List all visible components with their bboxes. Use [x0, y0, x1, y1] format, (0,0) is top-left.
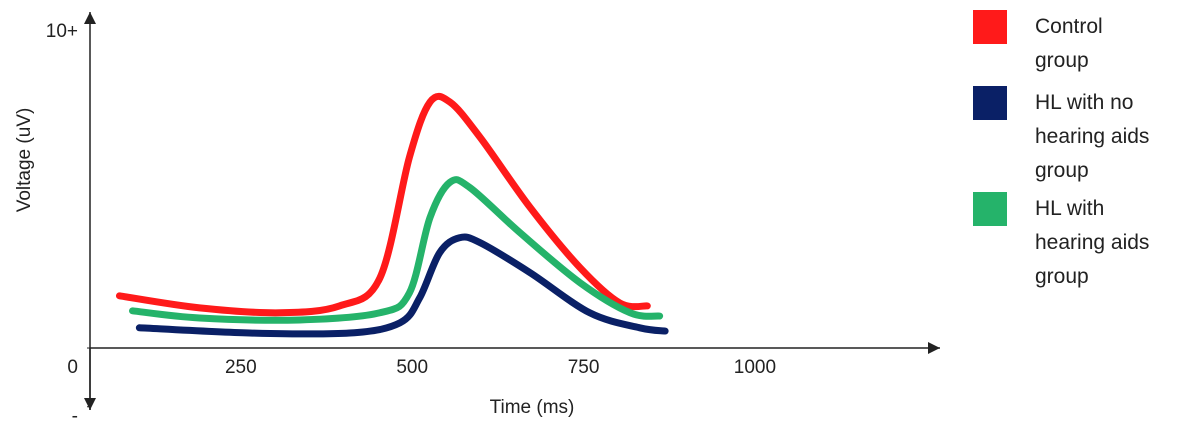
line-series [115, 92, 651, 317]
legend-label: Control group [1035, 15, 1103, 72]
legend-label: HL with hearing aids group [1035, 197, 1150, 288]
legend-swatch [973, 10, 1007, 44]
y-tick-label: 0 [67, 357, 78, 378]
x-tick-label: 250 [225, 357, 257, 378]
legend-swatch [973, 192, 1007, 226]
legend-item: HL with no hearing aids group [973, 86, 1157, 188]
x-axis-title: Time (ms) [490, 397, 575, 418]
legend-swatch [973, 86, 1007, 120]
x-tick-label: 500 [396, 357, 428, 378]
y-tick-label: 10+ [46, 21, 78, 42]
legend-label: HL with no hearing aids group [1035, 91, 1150, 182]
y-axis-title: Voltage (uV) [14, 108, 35, 213]
x-tick-label: 1000 [734, 357, 776, 378]
y-tick-label: - [72, 406, 78, 426]
line-series [129, 176, 664, 324]
legend-item: Control group [973, 10, 1157, 78]
line-series [135, 233, 669, 338]
legend-item: HL with hearing aids group [973, 192, 1157, 294]
x-tick-label: 750 [568, 357, 600, 378]
